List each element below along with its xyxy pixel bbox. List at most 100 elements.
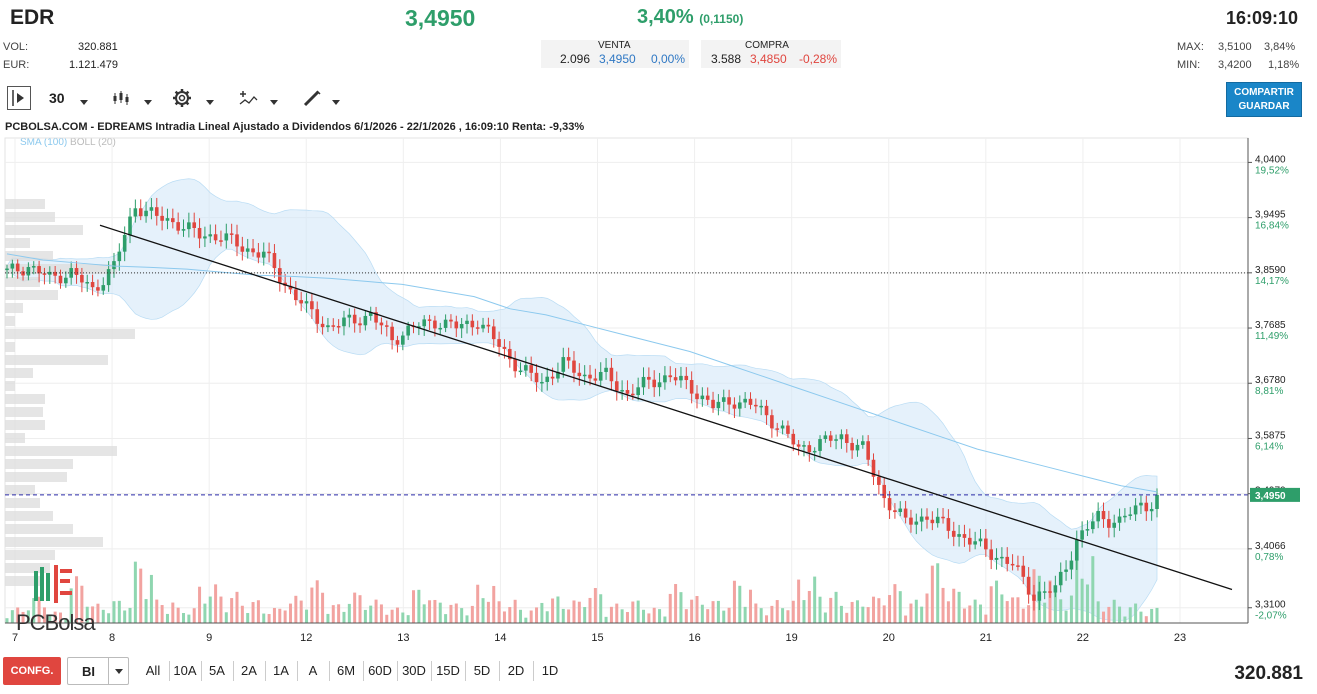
candle-body (636, 387, 640, 396)
candle-body (620, 390, 624, 392)
volume-bar (754, 603, 758, 623)
volume-bar (615, 603, 619, 623)
candle-body (561, 357, 566, 372)
chevron-down-icon[interactable] (270, 93, 278, 111)
range-button-1a[interactable]: 1A (273, 663, 289, 678)
volume-bar (53, 611, 57, 623)
candle-body (855, 444, 860, 451)
volume-bar (1091, 556, 1095, 623)
x-tick-label: 8 (109, 632, 115, 644)
volume-bar (984, 614, 988, 623)
chevron-down-icon[interactable] (80, 93, 88, 111)
eur-value: 1.121.479 (69, 59, 118, 71)
volume-bar (449, 604, 453, 623)
candle-body (1048, 591, 1052, 593)
candle-body (502, 346, 507, 349)
range-button-1d[interactable]: 1D (541, 663, 559, 678)
range-button-6m[interactable]: 6M (336, 663, 356, 678)
candle-body (213, 234, 218, 241)
volume-bar (722, 610, 726, 623)
range-button-all[interactable]: All (145, 663, 161, 678)
candle-body (1021, 565, 1026, 577)
candle-body (545, 376, 550, 382)
bi-select[interactable]: BI (67, 657, 129, 685)
config-button[interactable]: CONFG. (3, 657, 61, 685)
candle-body (716, 401, 721, 409)
volume-bar (738, 585, 742, 623)
candle-body (1091, 521, 1095, 530)
volume-bar (1064, 610, 1068, 623)
candle-body (374, 312, 378, 323)
range-button-10a[interactable]: 10A (173, 663, 197, 678)
y-tick-pct: 14,17% (1255, 276, 1289, 287)
volume-bar (1000, 594, 1004, 623)
candle-body (812, 450, 817, 453)
range-button-15d[interactable]: 15D (436, 663, 460, 678)
volume-bar (171, 602, 175, 623)
candle-body (1112, 522, 1117, 528)
volume-bar (139, 568, 143, 623)
candle-body (80, 274, 84, 283)
volume-bar (470, 605, 474, 623)
interval-select[interactable]: 30 (49, 90, 65, 106)
volume-bar (524, 617, 528, 623)
chevron-down-icon[interactable] (144, 93, 152, 111)
volume-bar (545, 611, 549, 623)
candle-body (74, 268, 79, 275)
range-button-60d[interactable]: 60D (368, 663, 392, 678)
range-button-a[interactable]: A (308, 663, 318, 678)
candle-body (791, 433, 796, 445)
volume-bar (272, 607, 276, 623)
change-abs: (0,1150) (699, 12, 744, 26)
volume-bar (192, 608, 196, 623)
candle-body (1085, 529, 1090, 531)
candle-body (106, 269, 111, 286)
indicators-icon[interactable] (238, 88, 258, 113)
volume-bar (123, 610, 127, 623)
chevron-down-icon[interactable] (332, 93, 340, 111)
volume-bar (845, 612, 849, 623)
candle-body (850, 442, 854, 451)
volume-bar (872, 596, 876, 623)
candle-body (786, 425, 790, 434)
play-toggle-button[interactable] (7, 86, 31, 110)
volume-bar (1043, 602, 1047, 623)
candle-body (149, 207, 154, 211)
volume-bar (540, 602, 544, 623)
candle-body (454, 321, 459, 329)
candle-body (946, 518, 951, 531)
candle-body (1000, 556, 1004, 559)
profile-bar (5, 498, 40, 509)
range-button-5d[interactable]: 5D (473, 663, 491, 678)
volume-bar (476, 584, 480, 623)
volume-bar (748, 589, 752, 623)
y-tick-label: 4,0400 (1255, 154, 1286, 165)
candle-body (663, 375, 667, 383)
chevron-down-icon[interactable] (206, 93, 214, 111)
gear-icon[interactable] (172, 88, 192, 113)
volume-bar (583, 607, 587, 623)
volume-bar (374, 599, 378, 623)
volume-bar (572, 600, 576, 623)
range-button-30d[interactable]: 30D (402, 663, 426, 678)
current-price-tag (1250, 487, 1300, 502)
share-save-button[interactable]: COMPARTIR GUARDAR (1226, 82, 1302, 117)
candle-body (861, 441, 865, 445)
candle-body (1005, 556, 1010, 564)
drawing-tools-icon[interactable] (302, 88, 322, 113)
range-button-2d[interactable]: 2D (507, 663, 525, 678)
volume-bar (775, 600, 779, 623)
range-button-5a[interactable]: 5A (209, 663, 225, 678)
buy-quote-box (701, 40, 841, 68)
chevron-down-icon[interactable] (108, 658, 129, 684)
y-tick-label: 3,4066 (1255, 541, 1286, 552)
volume-bar (1021, 608, 1025, 623)
candle-body (96, 287, 100, 291)
volume-bar (588, 597, 592, 623)
candle-body (128, 216, 132, 235)
candles-icon[interactable] (112, 90, 130, 111)
candle-body (507, 348, 512, 360)
range-button-2a[interactable]: 2A (241, 663, 257, 678)
candle-body (310, 301, 314, 310)
